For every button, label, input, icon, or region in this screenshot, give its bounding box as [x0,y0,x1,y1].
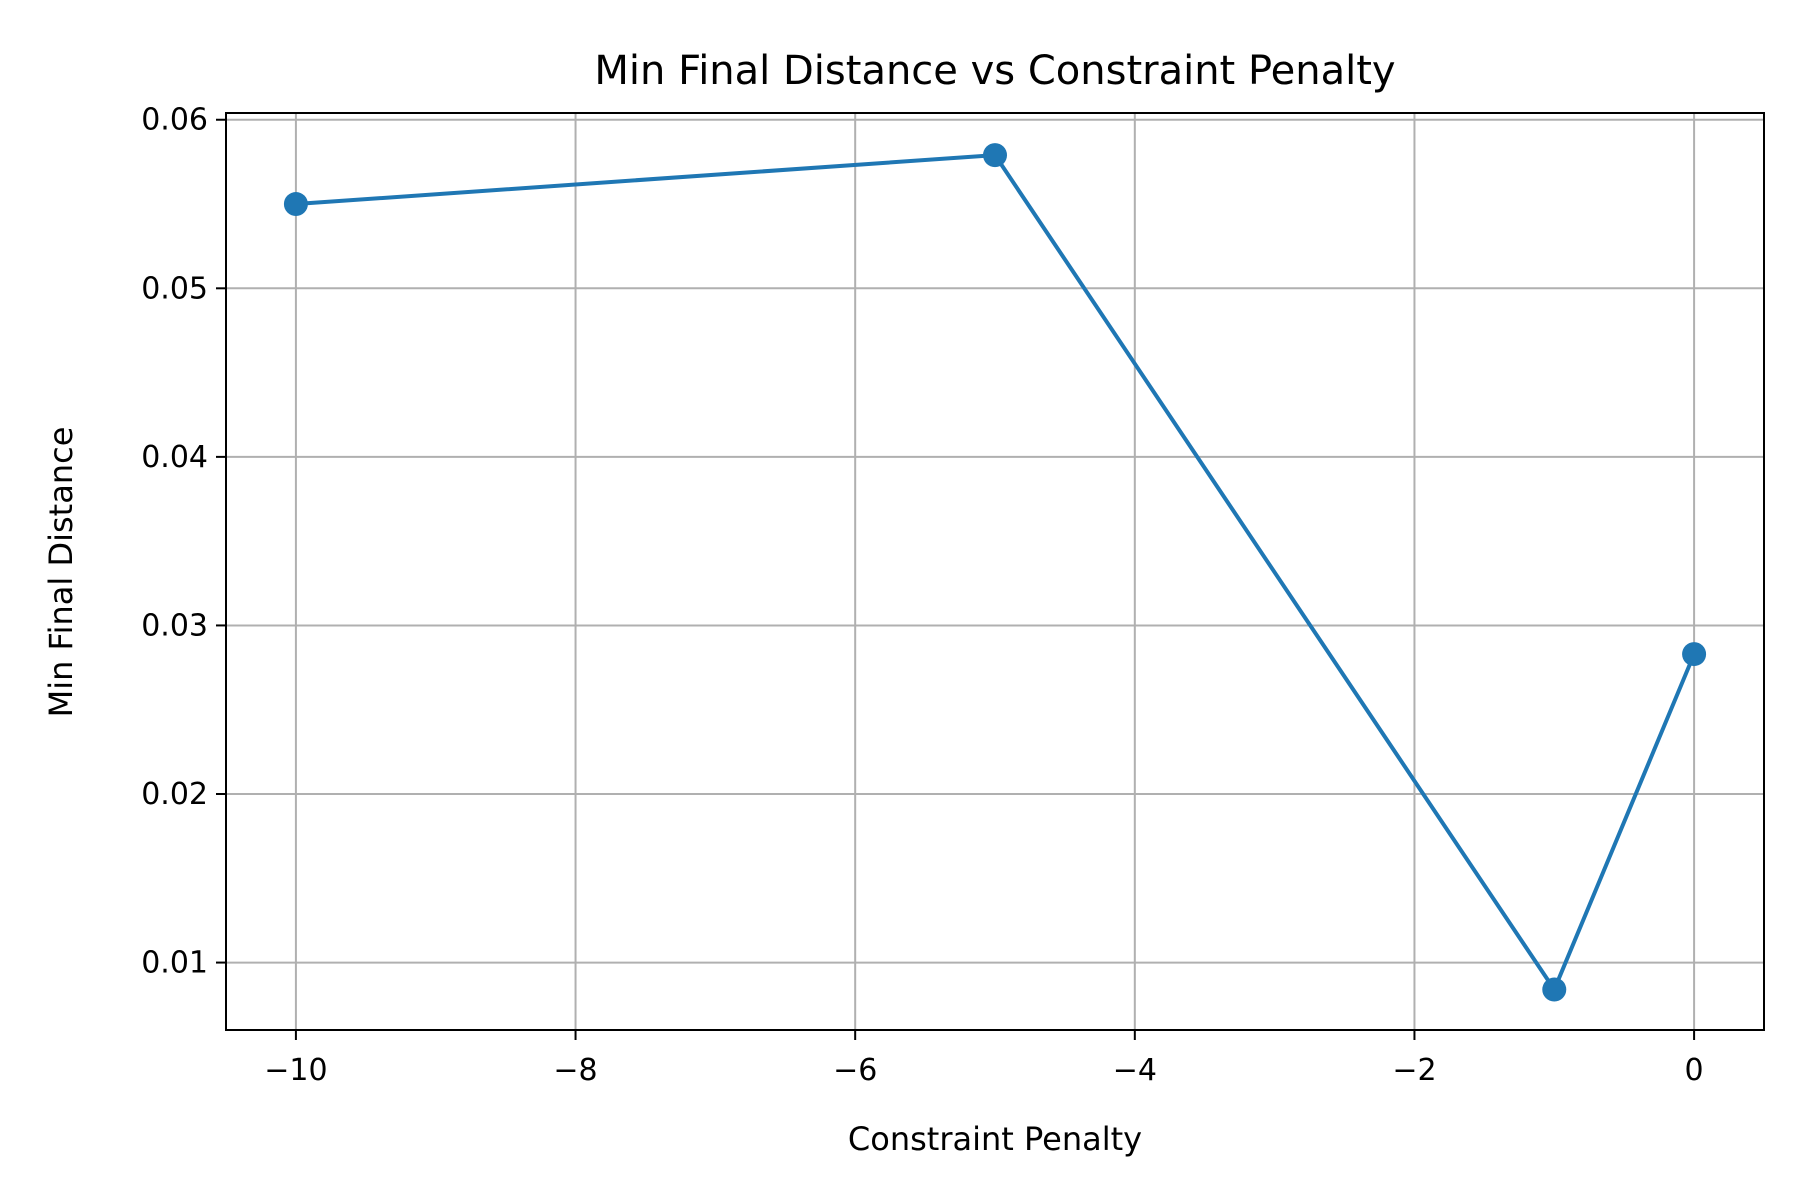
grid-layer [226,113,1764,1030]
y-tick-label: 0.01 [141,946,208,981]
y-tick-label: 0.04 [141,440,208,475]
y-axis-label: Min Final Distance [42,427,80,718]
x-tick-label: −10 [264,1053,327,1088]
data-point [983,143,1007,168]
y-tick-label: 0.06 [141,103,208,138]
x-tick-label: −2 [1392,1053,1436,1088]
data-point [1542,977,1567,1002]
y-tick-label: 0.02 [141,777,208,812]
plot-frame [225,112,1765,1031]
tick-layer: −10 −8 −6 −4 −2 0 0.01 0.02 0.03 0.04 0.05 0.06 [141,103,1703,1088]
y-tick-label: 0.05 [141,271,208,306]
series-layer [283,143,1707,1002]
x-tick-label: 0 [1685,1053,1704,1088]
series-line [295,153,1696,992]
x-tick-label: −8 [553,1053,597,1088]
y-tick-label: 0.03 [141,608,208,643]
x-axis-label: Constraint Penalty [848,1120,1142,1158]
x-tick-label: −6 [833,1053,877,1088]
x-tick-label: −4 [1113,1053,1157,1088]
chart-title: Min Final Distance vs Constraint Penalty [594,48,1395,94]
data-point [1682,642,1707,667]
data-point [283,192,308,217]
